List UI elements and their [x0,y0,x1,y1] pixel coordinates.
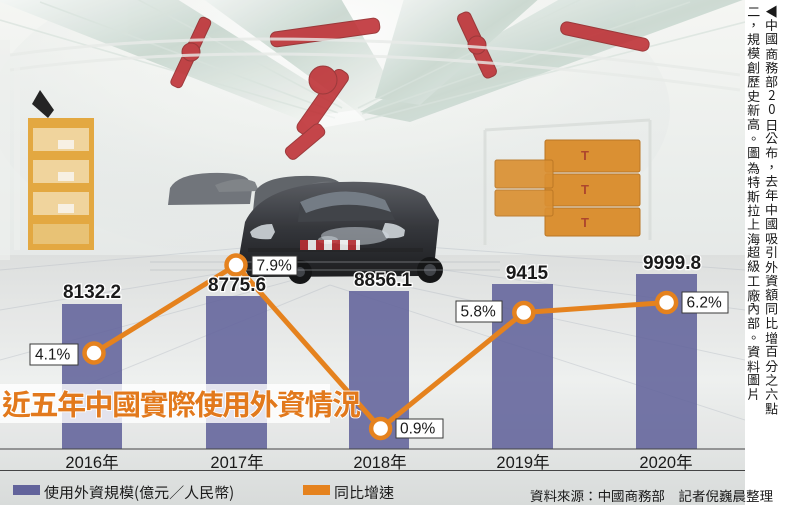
svg-text:6.2%: 6.2% [687,295,723,312]
svg-text:2020年: 2020年 [639,453,692,472]
svg-text:2019年: 2019年 [496,453,549,472]
svg-text:8775.6: 8775.6 [208,275,266,296]
svg-text:5.8%: 5.8% [461,304,497,321]
svg-text:2016年: 2016年 [65,453,118,472]
svg-text:8856.1: 8856.1 [354,270,413,291]
svg-text:8132.2: 8132.2 [63,282,121,303]
svg-text:2018年: 2018年 [353,453,406,472]
svg-text:9999.8: 9999.8 [643,253,701,274]
svg-text:9415: 9415 [506,263,549,284]
svg-text:2017年: 2017年 [210,453,263,472]
svg-text:7.9%: 7.9% [257,258,293,275]
svg-text:4.1%: 4.1% [35,347,71,364]
